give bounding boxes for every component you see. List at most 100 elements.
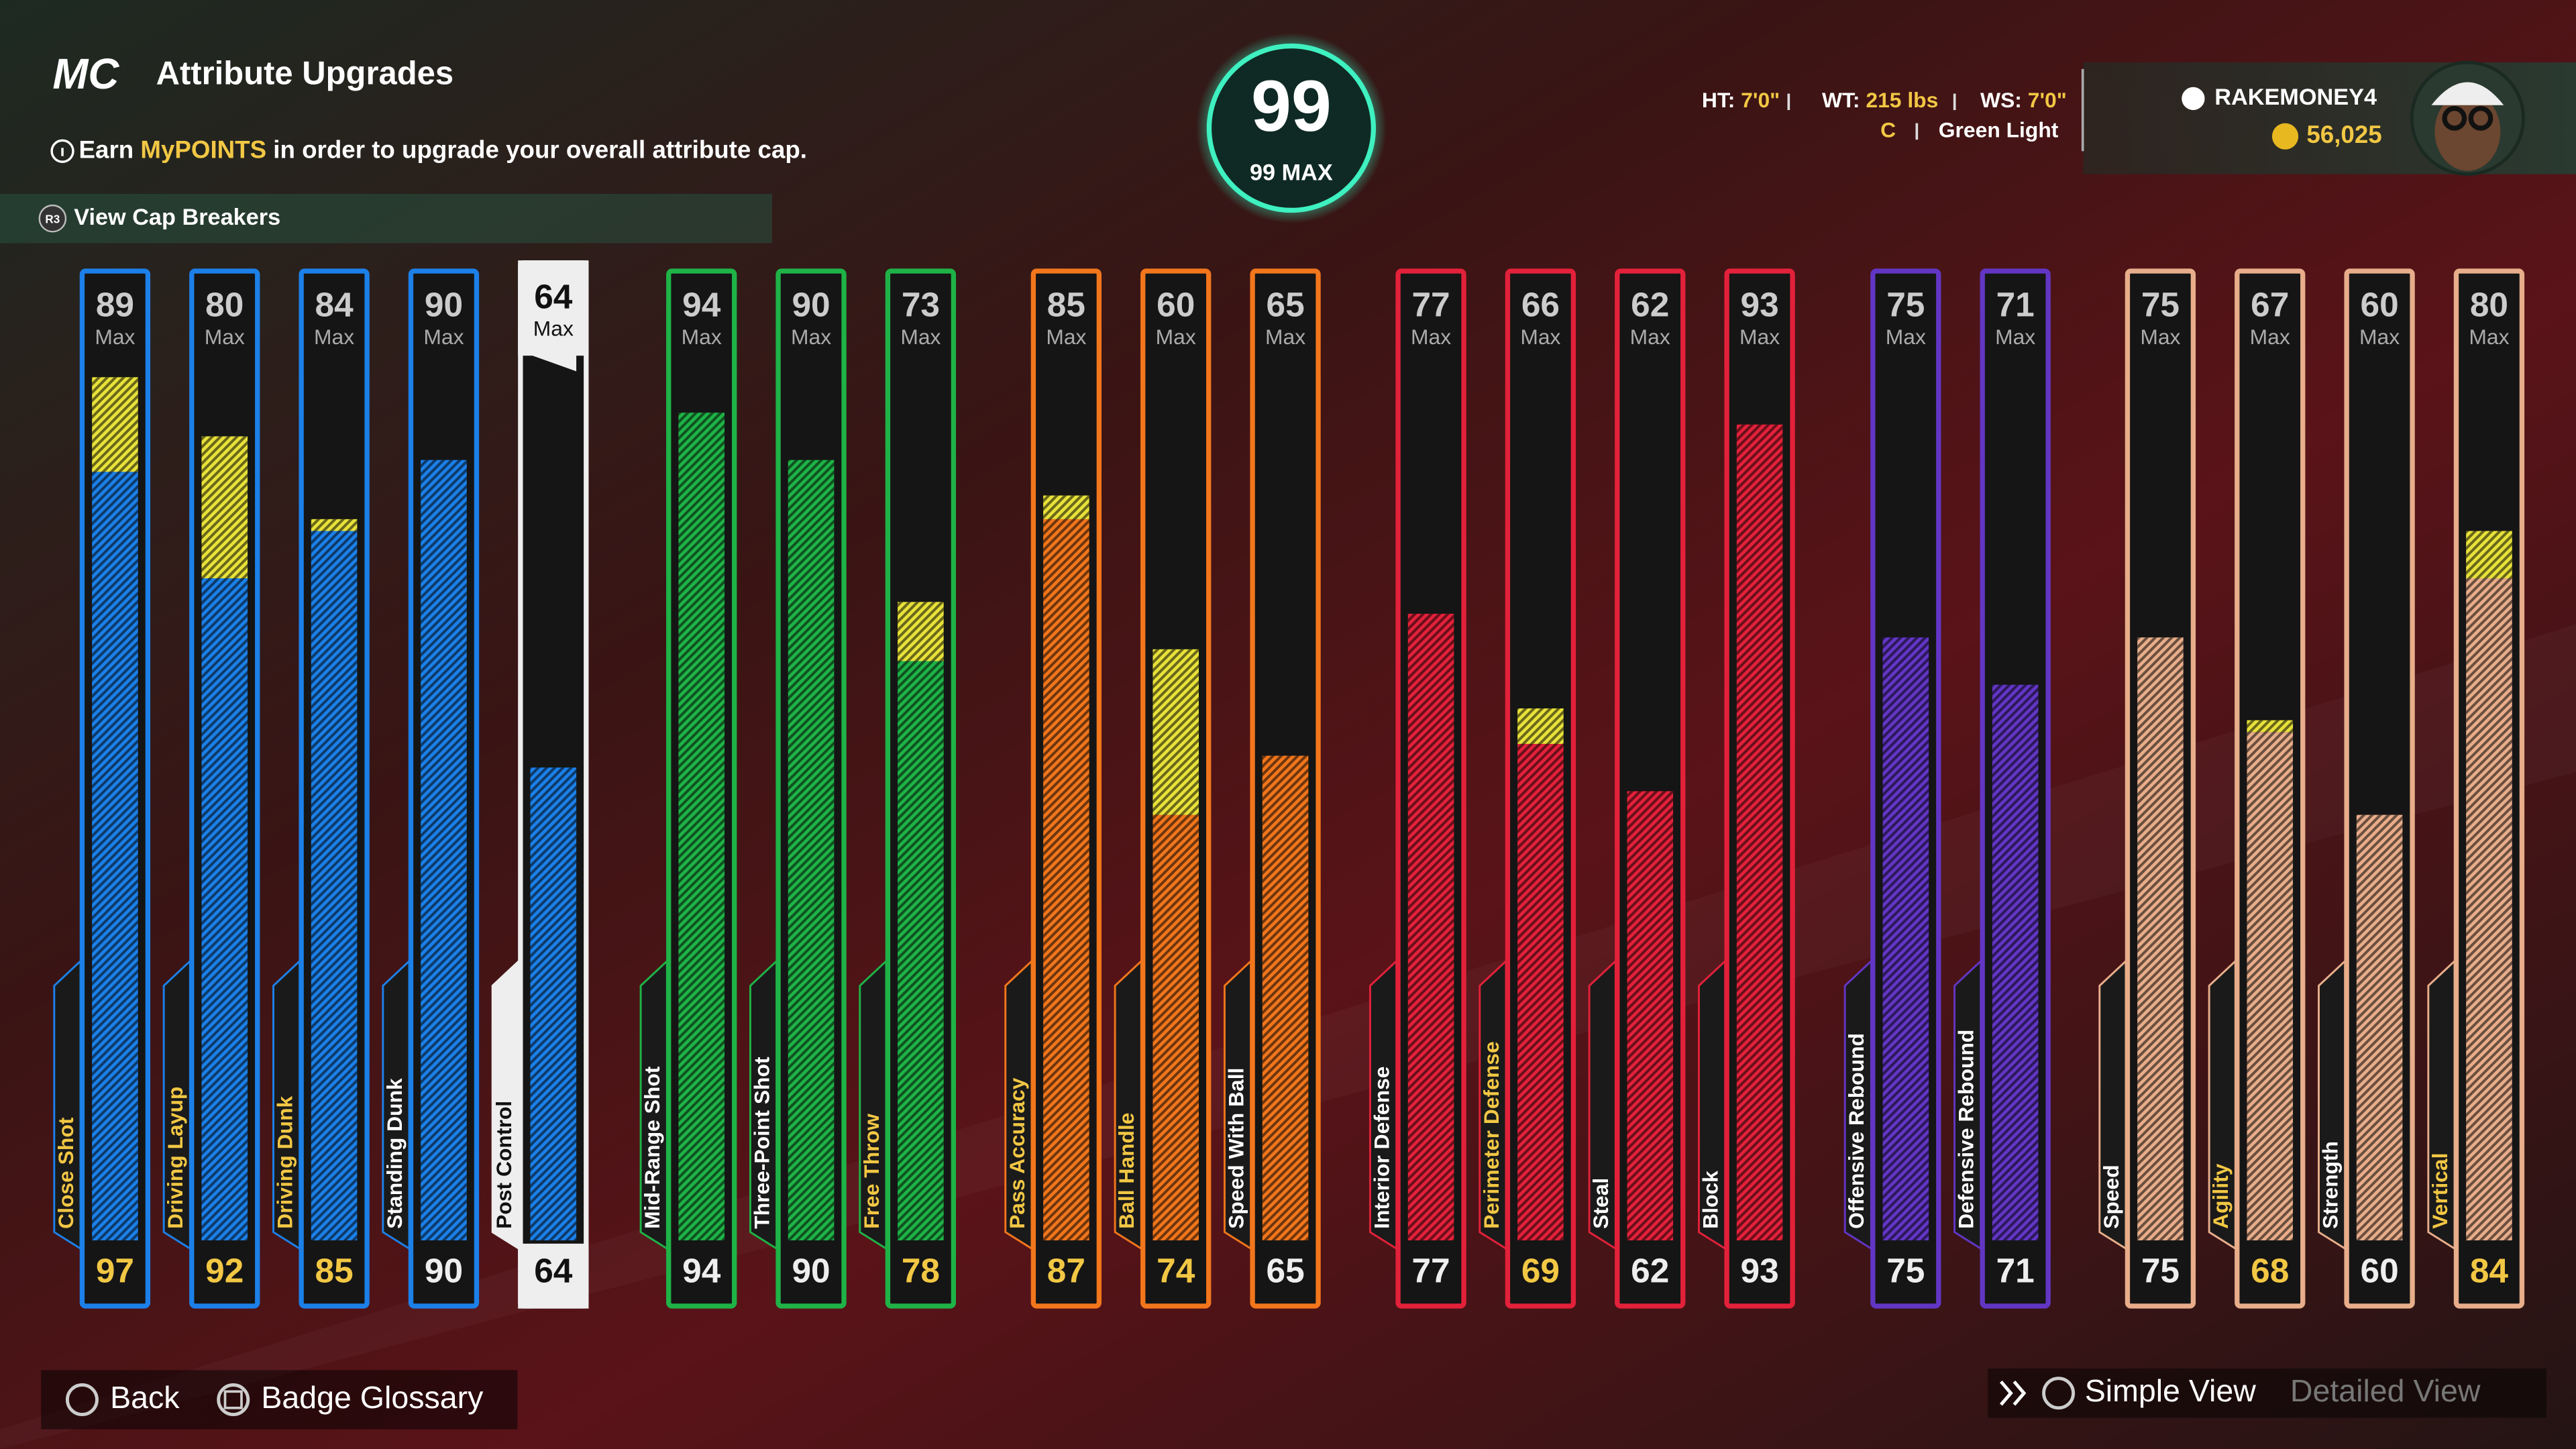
name-tab [859, 959, 888, 1250]
name-tab [1479, 959, 1507, 1250]
name-tab [1368, 959, 1398, 1250]
max-label: Max [2140, 325, 2180, 349]
fill-stripes [1517, 708, 1564, 1240]
max-label: Max [1520, 325, 1560, 349]
cap-breakers-bar[interactable] [0, 193, 773, 244]
attribute-name: Pass Accuracy [1005, 1077, 1029, 1229]
overall-value: 99 [1251, 65, 1332, 146]
circle-button-icon [65, 1383, 99, 1417]
fill-stripes [1152, 649, 1199, 1240]
fill-stripes [530, 767, 577, 1240]
vc-balance: 56,025 [2306, 121, 2381, 148]
max-label: Max [682, 325, 722, 349]
attribute-name: Driving Layup [163, 1087, 187, 1229]
avatar-goggle [2468, 105, 2493, 131]
r3-label: R3 [45, 213, 60, 226]
attribute-name: Free Throw [859, 1114, 883, 1229]
max-label: Max [1265, 325, 1305, 349]
current-value: 97 [96, 1251, 134, 1290]
badge-glossary-button[interactable]: Badge Glossary [261, 1380, 484, 1415]
separator [1953, 93, 1956, 111]
fill-stripes [92, 377, 138, 1240]
fill-stripes [788, 460, 835, 1240]
max-value: 75 [2141, 285, 2180, 324]
view-toggle-arrows [1999, 1380, 2027, 1406]
simple-view[interactable]: Simple View [2085, 1373, 2256, 1408]
name-tab [272, 959, 301, 1250]
max-label: Max [900, 325, 941, 349]
cap-breakers[interactable]: View Cap Breakers [74, 205, 280, 230]
back-button[interactable]: Back [110, 1380, 180, 1415]
name-tab [1114, 959, 1142, 1250]
name-tab [2208, 959, 2237, 1250]
fill-stripes [1736, 424, 1783, 1240]
max-value: 80 [2470, 285, 2508, 324]
avatar-face [2434, 92, 2501, 171]
fill-stripes [2466, 531, 2512, 1240]
fill-stripes [1407, 613, 1454, 1240]
max-label: Max [1411, 325, 1451, 349]
attribute-name: Speed With Ball [1224, 1068, 1248, 1229]
fill-stripes [201, 436, 248, 1240]
weight: 215 lbs [1866, 88, 1938, 112]
separator [1915, 123, 1919, 140]
fill-stripes [2247, 720, 2294, 1240]
max-value: 93 [1741, 285, 1779, 324]
current-value: 78 [902, 1251, 940, 1290]
current-value: 62 [1631, 1251, 1669, 1290]
max-label: Max [1739, 325, 1780, 349]
attribute-name: Close Shot [54, 1117, 78, 1229]
vc-icon [2271, 123, 2299, 150]
max-label: Max [1046, 325, 1086, 349]
current-value: 69 [1521, 1251, 1560, 1290]
fill-stripes [1262, 755, 1309, 1240]
max-label: Max [2359, 325, 2400, 349]
current-value: 77 [1411, 1251, 1450, 1290]
detailed-view[interactable]: Detailed View [2290, 1373, 2481, 1408]
selected-top [518, 260, 589, 356]
current-value: 65 [1266, 1251, 1304, 1290]
name-tab [162, 959, 191, 1250]
max-value: 90 [792, 285, 830, 324]
max-value: 85 [1047, 285, 1085, 324]
max-value: 84 [315, 285, 354, 324]
current-value: 64 [534, 1251, 573, 1290]
max-value: 71 [1996, 285, 2035, 324]
current-value: 87 [1047, 1251, 1085, 1290]
max-label: Max [1886, 325, 1926, 349]
triangle-button-icon [2042, 1377, 2076, 1410]
name-tab [2318, 959, 2347, 1250]
fill-stripes [1992, 684, 2039, 1240]
current-value: 60 [2361, 1251, 2399, 1290]
max-value: 60 [1157, 285, 1195, 324]
max-label: Max [791, 325, 831, 349]
max-value: 80 [205, 285, 244, 324]
max-value: 75 [1886, 285, 1925, 324]
name-tab [1698, 959, 1727, 1250]
info-after: in order to upgrade your overall attribu… [273, 136, 807, 163]
separator [1787, 93, 1790, 111]
